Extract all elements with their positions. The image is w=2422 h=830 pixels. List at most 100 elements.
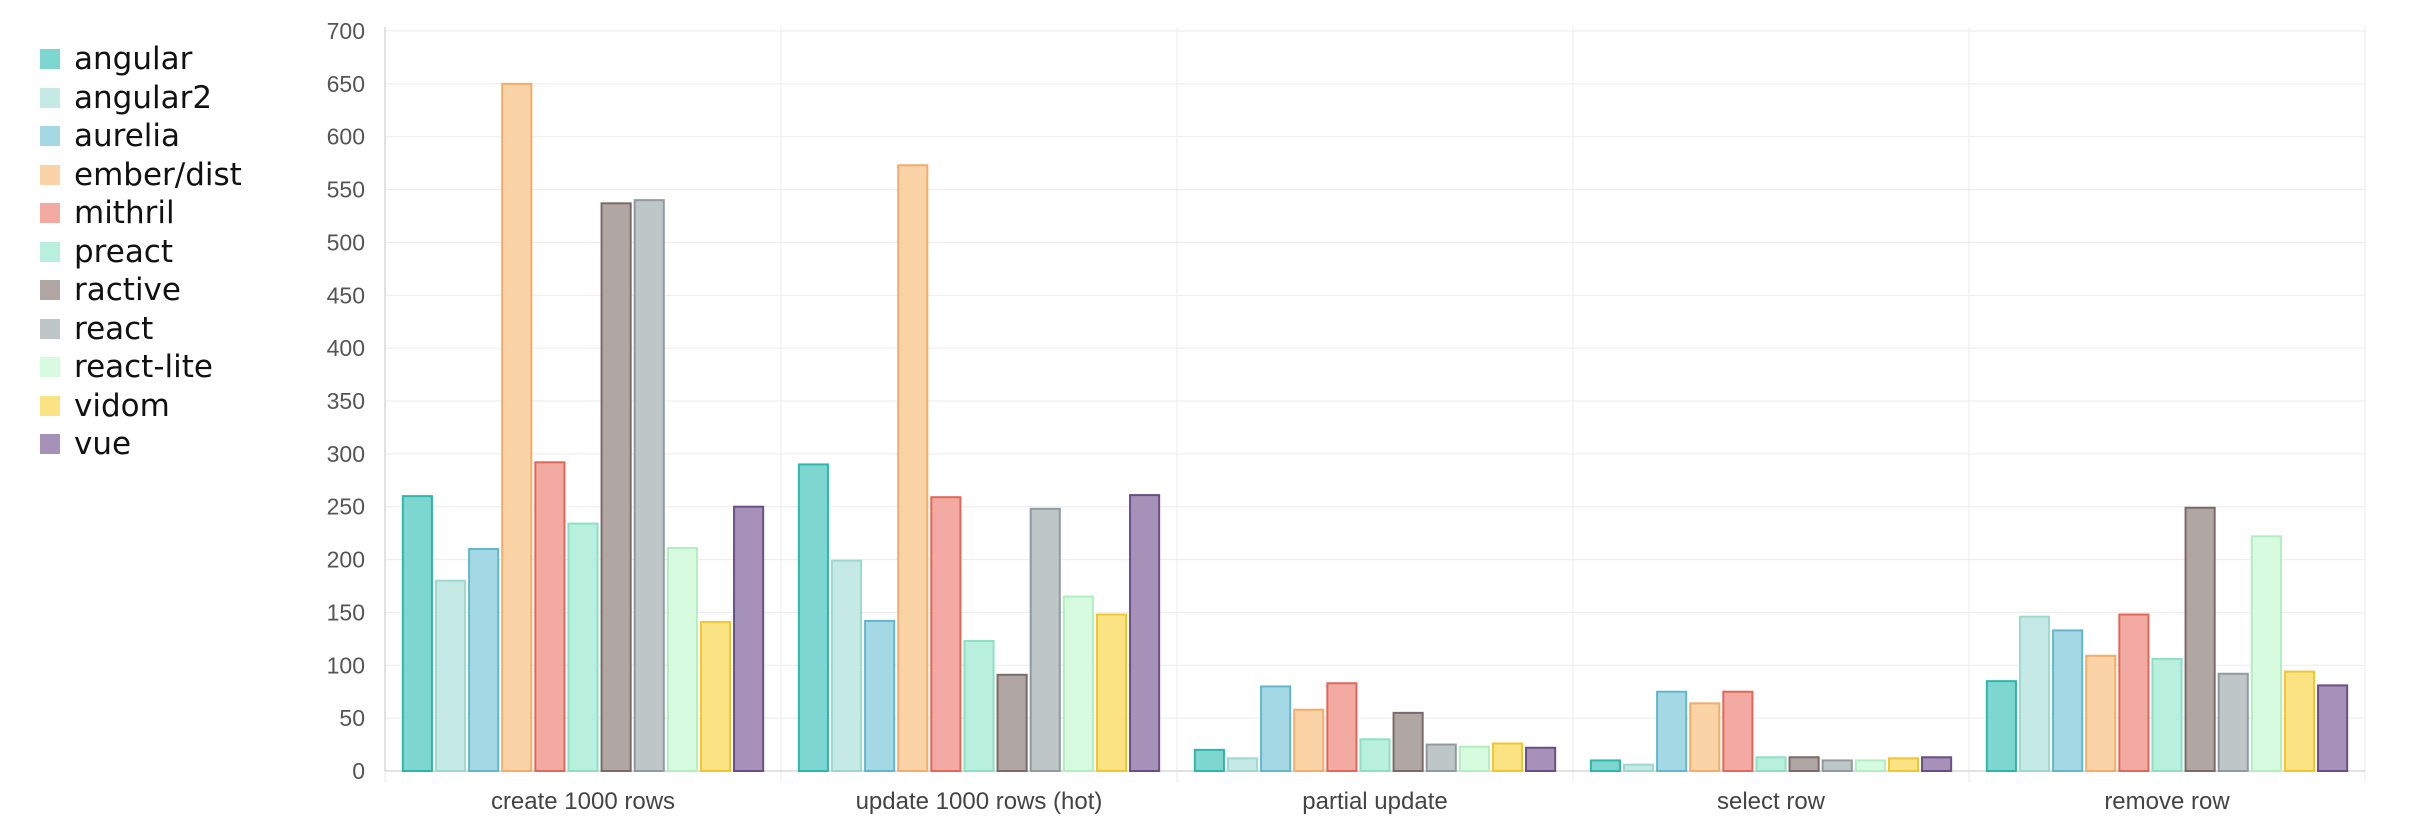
bar bbox=[1788, 756, 1820, 772]
y-tick-label: 50 bbox=[339, 705, 365, 731]
bar bbox=[1921, 756, 1953, 772]
legend-swatch bbox=[40, 434, 60, 455]
legend-item[interactable]: react-lite bbox=[40, 348, 242, 387]
bar bbox=[468, 548, 500, 772]
y-tick-label: 650 bbox=[327, 71, 365, 97]
bar bbox=[1458, 745, 1490, 773]
y-tick-label: 450 bbox=[327, 282, 365, 308]
series-react-lite bbox=[666, 535, 2282, 773]
y-tick-label: 150 bbox=[327, 599, 365, 625]
bar bbox=[1293, 708, 1325, 773]
legend-label: react-lite bbox=[74, 349, 213, 386]
series-aurelia bbox=[468, 548, 2084, 773]
bar bbox=[699, 620, 732, 773]
bar bbox=[797, 463, 829, 772]
bar bbox=[1525, 746, 1557, 773]
bar bbox=[2283, 670, 2316, 773]
y-tick-label: 0 bbox=[352, 758, 365, 784]
legend-swatch bbox=[40, 357, 60, 378]
bar bbox=[930, 496, 962, 772]
x-category-label: create 1000 rows bbox=[491, 788, 675, 815]
bar bbox=[1589, 759, 1621, 773]
bar bbox=[534, 461, 566, 772]
legend-item[interactable]: angular2 bbox=[40, 79, 242, 118]
x-category-label: select row bbox=[1717, 788, 1826, 815]
bar bbox=[2085, 654, 2117, 772]
bar bbox=[1985, 680, 2017, 773]
legend-swatch bbox=[40, 126, 60, 147]
bar bbox=[1887, 757, 1920, 772]
bar bbox=[1656, 690, 1688, 773]
y-tick-label: 300 bbox=[327, 441, 365, 467]
legend-swatch bbox=[40, 203, 60, 224]
bar bbox=[864, 619, 896, 773]
bar bbox=[1226, 757, 1259, 772]
bar bbox=[1260, 685, 1292, 773]
bar bbox=[1622, 763, 1655, 773]
legend-swatch bbox=[40, 87, 60, 108]
bar bbox=[2184, 506, 2216, 772]
series-angular2 bbox=[434, 559, 2051, 773]
x-category-label: update 1000 rows (hot) bbox=[856, 788, 1103, 815]
grid bbox=[384, 27, 2366, 783]
series-ractive bbox=[600, 202, 2216, 773]
bar bbox=[1689, 702, 1721, 772]
y-tick-label: 500 bbox=[327, 229, 365, 255]
bars bbox=[401, 82, 2349, 773]
bar bbox=[1326, 682, 1358, 772]
bar bbox=[963, 639, 995, 772]
y-tick-label: 350 bbox=[327, 388, 365, 414]
bar bbox=[2317, 684, 2349, 772]
legend-item[interactable]: mithril bbox=[40, 194, 242, 233]
legend-label: aurelia bbox=[74, 118, 181, 155]
legend-label: vidom bbox=[74, 387, 170, 424]
bar bbox=[600, 202, 632, 773]
x-axis: create 1000 rows update 1000 rows (hot) pa… bbox=[491, 788, 2230, 815]
bar bbox=[1359, 738, 1391, 772]
legend-item[interactable]: aurelia bbox=[40, 117, 242, 156]
series-angular bbox=[401, 463, 2017, 773]
legend-label: ember/dist bbox=[74, 156, 242, 193]
bar bbox=[897, 164, 929, 772]
legend-item[interactable]: ember/dist bbox=[40, 156, 242, 195]
y-tick-label: 550 bbox=[327, 177, 365, 203]
bar bbox=[2018, 615, 2051, 773]
legend-label: preact bbox=[74, 233, 174, 270]
bar bbox=[1095, 613, 1128, 772]
bar bbox=[2217, 672, 2249, 772]
y-tick-label: 200 bbox=[327, 547, 365, 573]
bar bbox=[633, 199, 665, 772]
x-category-label: remove row bbox=[2104, 788, 2230, 815]
series-vue bbox=[733, 494, 2349, 773]
legend-item[interactable]: ractive bbox=[40, 271, 242, 310]
legend-label: ractive bbox=[74, 272, 181, 309]
bar bbox=[996, 673, 1028, 772]
legend-label: angular bbox=[74, 41, 193, 78]
legend-item[interactable]: vue bbox=[40, 425, 242, 464]
legend-label: react bbox=[74, 310, 154, 347]
bar bbox=[2151, 657, 2183, 773]
y-tick-label: 100 bbox=[327, 652, 365, 678]
legend-swatch bbox=[40, 49, 60, 70]
bar bbox=[1193, 748, 1225, 772]
legend-swatch bbox=[40, 164, 60, 185]
legend-item[interactable]: preact bbox=[40, 233, 242, 272]
bar bbox=[1392, 711, 1424, 772]
y-axis: 0 50 100 150 200 250 300 350 400 450 500 550 600 650 7… bbox=[327, 18, 365, 784]
y-tick-label: 700 bbox=[327, 18, 365, 44]
y-tick-label: 400 bbox=[327, 335, 365, 361]
legend-item[interactable]: vidom bbox=[40, 387, 242, 426]
legend-item[interactable]: react bbox=[40, 310, 242, 349]
bar bbox=[1821, 759, 1853, 773]
bar bbox=[401, 495, 433, 772]
x-category-label: partial update bbox=[1302, 788, 1447, 815]
bar bbox=[1491, 742, 1524, 772]
bar bbox=[1854, 759, 1886, 773]
series-preact bbox=[567, 522, 2183, 773]
legend-label: mithril bbox=[74, 195, 175, 232]
bar bbox=[2250, 535, 2282, 772]
legend-item[interactable]: angular bbox=[40, 40, 242, 79]
bar bbox=[501, 82, 533, 773]
